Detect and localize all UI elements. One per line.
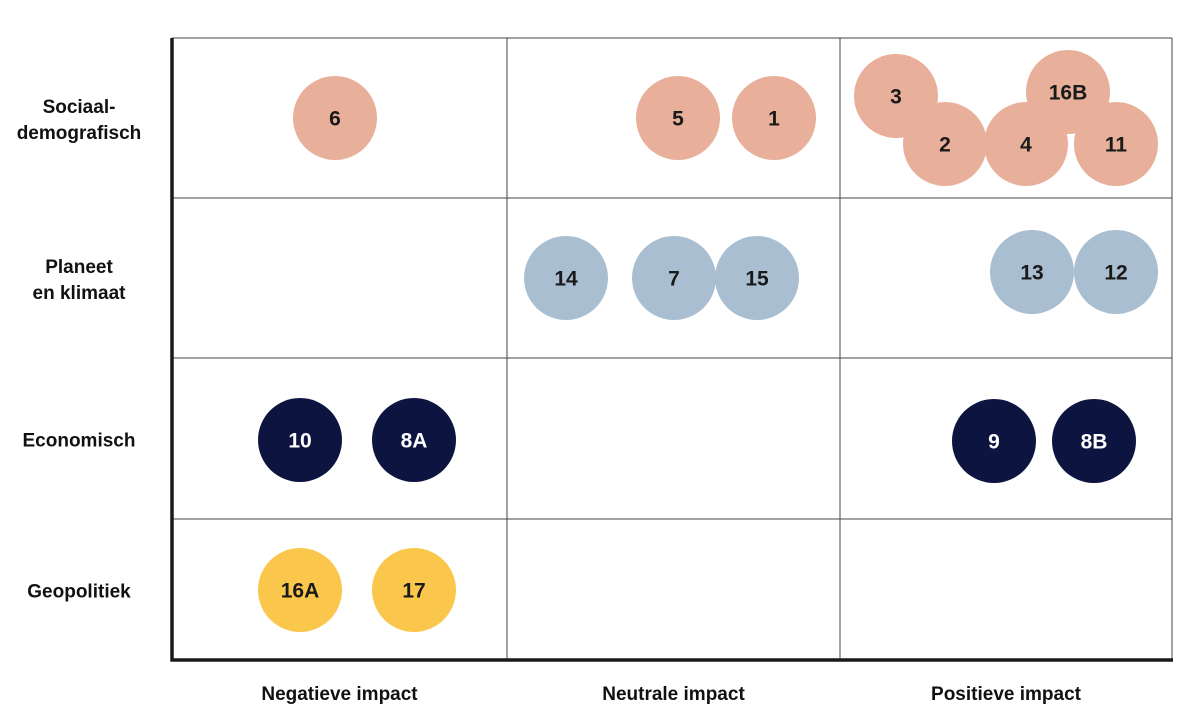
bubble-label: 9	[988, 431, 1000, 454]
bubble-15: 15	[715, 236, 799, 320]
bubble-14: 14	[524, 236, 608, 320]
bubble-label: 14	[554, 268, 578, 291]
bubble-label: 6	[329, 108, 341, 131]
bubble-8B: 8B	[1052, 399, 1136, 483]
bubble-label: 7	[668, 268, 680, 291]
row-label-planeet-line1: Planeet	[45, 257, 113, 278]
bubble-13: 13	[990, 230, 1074, 314]
bubble-circle	[952, 399, 1036, 483]
bubble-5: 5	[636, 76, 720, 160]
row-label-sociaal-line1: Sociaal-	[43, 97, 116, 118]
bubble-10: 10	[258, 398, 342, 482]
column-label-negatief: Negatieve impact	[261, 684, 418, 705]
bubble-label: 8A	[401, 430, 428, 453]
bubble-label: 8B	[1081, 431, 1108, 454]
bubble-label: 1	[768, 108, 780, 131]
bubble-6: 6	[293, 76, 377, 160]
bubble-circle	[372, 548, 456, 632]
column-label-positief: Positieve impact	[931, 684, 1082, 705]
bubble-circle	[258, 548, 342, 632]
bubble-7: 7	[632, 236, 716, 320]
bubble-12: 12	[1074, 230, 1158, 314]
bubble-circle	[636, 76, 720, 160]
row-label-planeet-line2: en klimaat	[33, 283, 127, 304]
bubble-circle	[1052, 399, 1136, 483]
bubble-9: 9	[952, 399, 1036, 483]
row-label-geopolitiek: Geopolitiek	[27, 582, 131, 603]
bubble-label: 10	[288, 430, 311, 453]
bubble-label: 5	[672, 108, 684, 131]
bubble-1: 1	[732, 76, 816, 160]
bubble-circle	[524, 236, 608, 320]
matrix-grid	[170, 37, 1173, 662]
bubble-17: 17	[372, 548, 456, 632]
bubble-circle	[258, 398, 342, 482]
bubble-label: 2	[939, 134, 951, 157]
bubble-4: 4	[984, 102, 1068, 186]
bubble-label: 13	[1020, 262, 1043, 285]
bubble-label: 11	[1105, 134, 1128, 157]
bubble-circle	[903, 102, 987, 186]
bubble-circle	[632, 236, 716, 320]
bubble-circle	[715, 236, 799, 320]
bubble-circle	[293, 76, 377, 160]
bubble-16A: 16A	[258, 548, 342, 632]
bubble-circle	[984, 102, 1068, 186]
bubble-label: 12	[1104, 262, 1127, 285]
bubble-circle	[990, 230, 1074, 314]
row-labels: Sociaal-demografisch Planeet en klimaat Eco…	[17, 97, 142, 603]
bubble-8A: 8A	[372, 398, 456, 482]
bubble-label: 3	[890, 86, 902, 109]
bubble-2: 2	[903, 102, 987, 186]
row-label-economisch: Economisch	[23, 431, 136, 452]
bubble-label: 17	[402, 580, 425, 603]
bubble-label: 4	[1020, 134, 1032, 157]
bubble-11: 11	[1074, 102, 1158, 186]
column-labels: Negatieve impact Neutrale impact Positieve…	[261, 684, 1081, 705]
bubble-circle	[372, 398, 456, 482]
bubble-label: 15	[745, 268, 769, 291]
bubble-label: 16A	[281, 580, 320, 603]
bubble-label: 16B	[1049, 82, 1088, 105]
bubble-circle	[732, 76, 816, 160]
column-label-neutraal: Neutrale impact	[602, 684, 745, 705]
bubble-circle	[1074, 230, 1158, 314]
row-label-sociaal-line2: demografisch	[17, 123, 142, 144]
bubble-circle	[1074, 102, 1158, 186]
